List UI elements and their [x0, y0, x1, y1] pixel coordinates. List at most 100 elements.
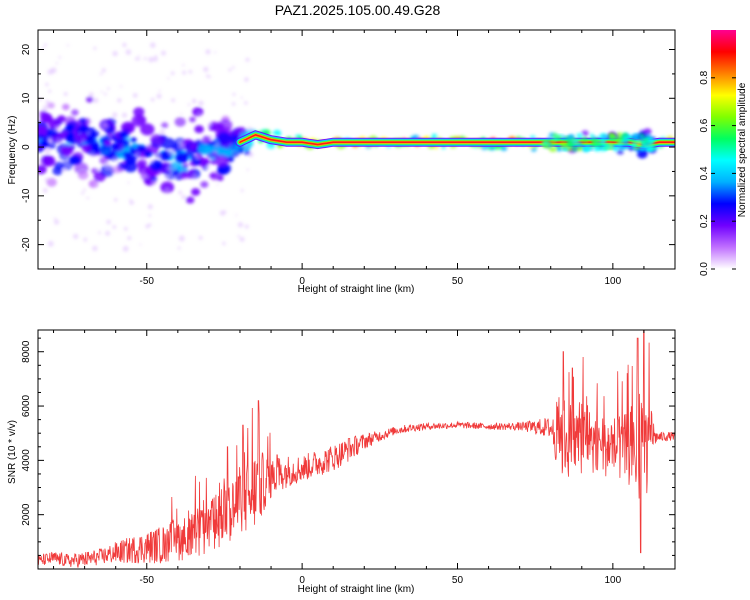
spectral-blob [562, 147, 569, 152]
spectral-outlier [47, 240, 54, 247]
spectral-outlier [166, 165, 173, 172]
spectral-blob [137, 144, 147, 152]
spectral-blob [644, 146, 653, 151]
spectral-outlier [44, 43, 47, 47]
spectral-outlier [237, 222, 244, 228]
x-tick-label: 100 [605, 575, 622, 586]
spectral-outlier [244, 101, 248, 105]
spectral-outlier [101, 134, 105, 138]
spectral-blob [207, 145, 216, 153]
spectral-outlier [143, 174, 148, 179]
spectral-blob [610, 136, 615, 142]
spectral-blob [602, 143, 611, 149]
spectral-outlier [96, 168, 100, 172]
spectral-blob [100, 165, 115, 178]
spectral-blob [71, 109, 79, 116]
spectral-blob [161, 122, 169, 129]
spectral-blob [632, 133, 640, 137]
spectral-outlier [188, 69, 193, 74]
spectral-outlier [82, 138, 85, 141]
spectral-outlier [167, 77, 170, 80]
spectral-blob [616, 149, 624, 155]
spectral-outlier [240, 96, 243, 99]
spectral-outlier [208, 76, 211, 79]
spectral-outlier [181, 194, 186, 200]
y-tick-label: -20 [21, 237, 32, 252]
spectral-outlier [98, 231, 101, 235]
spectral-outlier [171, 98, 176, 103]
spectral-blob [272, 129, 282, 137]
spectral-outlier [159, 129, 165, 135]
spectral-outlier [129, 198, 132, 202]
colorbar-tick-label: 0.6 [699, 118, 710, 132]
spectrogram-heatmap [38, 42, 675, 252]
spectral-outlier [112, 112, 118, 118]
spectral-blob [76, 127, 85, 135]
colorbar-label: Normalized spectral amplitude [737, 82, 748, 217]
spectral-outlier [42, 105, 49, 111]
spectral-blob [92, 143, 100, 150]
spectral-blob [546, 137, 551, 141]
spectral-blob [200, 181, 209, 188]
spectral-blob [39, 139, 50, 148]
spectral-blob [150, 134, 164, 146]
spectral-outlier [83, 237, 88, 242]
spectral-outlier [248, 152, 254, 158]
spectral-blob [130, 137, 137, 143]
spectral-outlier [66, 44, 69, 47]
spectral-blob [565, 139, 573, 145]
spectral-blob [576, 133, 583, 137]
colorbar-gradient [711, 30, 736, 269]
spectral-outlier [147, 204, 153, 210]
spectral-blob [46, 127, 58, 137]
spectral-blob [594, 142, 601, 147]
spectral-outlier [173, 167, 177, 171]
spectral-outlier [73, 233, 79, 240]
spectral-outlier [138, 58, 141, 61]
spectral-outlier [86, 119, 93, 125]
spectral-outlier [135, 151, 140, 156]
spectral-outlier [164, 174, 168, 178]
spectral-outlier [178, 190, 183, 195]
spectral-blob [576, 145, 583, 152]
spectral-outlier [135, 56, 139, 61]
spectral-outlier [192, 99, 197, 104]
spectral-blob [589, 133, 595, 138]
spectral-outlier [245, 57, 250, 62]
spectral-outlier [106, 164, 111, 169]
spectral-blob [47, 102, 55, 109]
spectral-blob [135, 115, 147, 125]
spectral-blob [636, 149, 648, 159]
snr-frame [37, 329, 676, 570]
spectral-outlier [156, 153, 161, 159]
spectral-outlier [161, 50, 166, 56]
spectral-blob [628, 138, 634, 142]
spectral-outlier [223, 210, 227, 214]
spectral-blob [623, 140, 629, 146]
spectral-outlier [47, 69, 54, 75]
y-tick-label: 6000 [21, 394, 32, 417]
spectrogram-frame [37, 29, 676, 270]
spectral-blob [552, 132, 558, 139]
spectral-outlier [127, 236, 132, 241]
spectral-outlier [93, 182, 99, 188]
spectral-blob [112, 143, 120, 150]
spectral-outlier [122, 245, 129, 252]
spectral-outlier [151, 179, 157, 185]
spectral-blob [215, 147, 223, 154]
spectral-outlier [246, 126, 252, 132]
spectral-blob [123, 124, 135, 134]
x-tick-label: 0 [299, 575, 305, 586]
spectral-outlier [122, 42, 127, 48]
spectral-blob [79, 117, 87, 125]
spectral-blob [38, 126, 47, 135]
spectral-outlier [246, 168, 249, 171]
colorbar-tick-label: 0.0 [699, 262, 710, 276]
spectral-blob [216, 132, 231, 144]
spectral-outlier [206, 74, 210, 78]
spectral-outlier [113, 198, 118, 202]
spectral-blob [638, 135, 644, 139]
spectral-outlier [112, 225, 117, 229]
spectral-blob [175, 152, 189, 164]
